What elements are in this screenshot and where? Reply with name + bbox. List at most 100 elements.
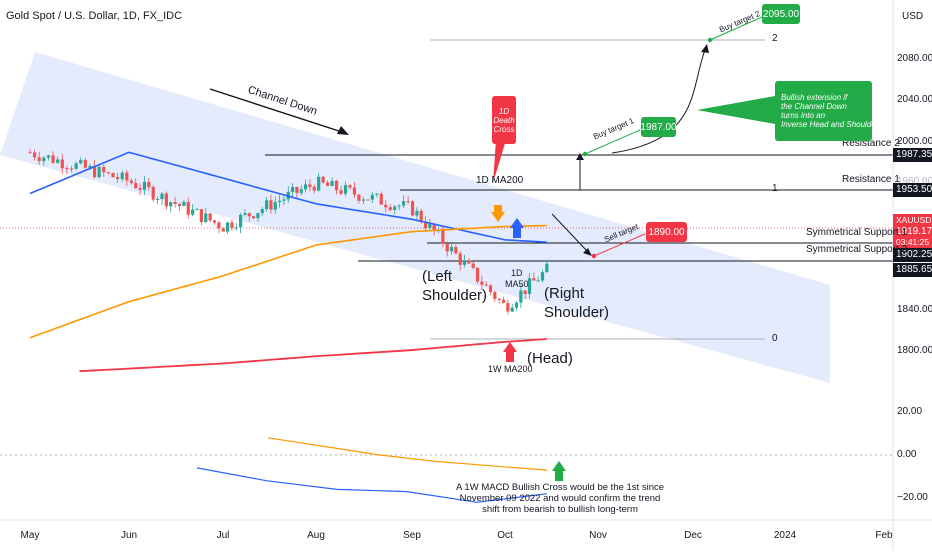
candle-body: [208, 213, 212, 221]
x-tick: Feb: [875, 530, 893, 541]
candle-body: [488, 285, 493, 293]
sell-target-line: [593, 233, 646, 257]
ma200-arrow-icon: [491, 205, 505, 222]
candle-body: [527, 278, 532, 294]
candle-body: [458, 253, 462, 265]
y-tick: 2080.00: [897, 53, 932, 64]
y-tick: 2000.00: [897, 136, 932, 147]
candle-body: [156, 199, 160, 201]
bullish-extension-line-1: Bullish extension if: [781, 93, 848, 102]
candle-body: [142, 181, 147, 190]
last-price-tag: XAUUSD 1919.17 03:41:25: [893, 214, 932, 248]
candle-body: [173, 202, 177, 205]
candle-body: [532, 278, 536, 281]
candle-body: [501, 299, 506, 303]
candle-body: [471, 263, 475, 268]
ma200-1w-label: 1W MA200: [488, 364, 533, 374]
candle-body: [493, 292, 497, 299]
candle-body: [282, 199, 286, 201]
candle-body: [147, 181, 151, 188]
x-tick: Sep: [403, 530, 421, 541]
candle-body: [116, 177, 120, 180]
chart-title: Gold Spot / U.S. Dollar, 1D, FX_IDC: [6, 10, 183, 22]
left-shoulder-label: (Left Shoulder): [422, 267, 487, 305]
fib-level-0-label: 0: [772, 333, 778, 344]
candle-body: [514, 302, 519, 308]
ma200-weekly-arrow-icon: [503, 342, 517, 362]
death-cross-pointer: [493, 140, 506, 183]
candle-body: [379, 193, 383, 205]
candle-body: [393, 206, 397, 210]
candle-body: [303, 184, 308, 190]
head-label: (Head): [527, 350, 573, 367]
candle-body: [160, 193, 164, 200]
buy-target-1-box[interactable]: 1987.00: [640, 117, 677, 137]
death-cross-callout[interactable]: 1D Death Cross: [492, 96, 516, 144]
candle-body: [334, 180, 339, 191]
candle-body: [134, 182, 138, 189]
macd-y-tick: 20.00: [897, 406, 923, 417]
candle-body: [247, 213, 251, 217]
candle-body: [510, 307, 514, 312]
resistance-1-price-tag: 1953.50: [893, 183, 932, 197]
candle-body: [277, 200, 282, 203]
candle-body: [480, 281, 484, 285]
ma50-arrow-icon: [510, 218, 524, 238]
bullish-extension-line-2: the Channel Down: [781, 102, 847, 111]
candle-body: [269, 200, 273, 210]
buy-target-2-box[interactable]: 2095.00: [762, 4, 800, 24]
last-price-value: 1919.17: [896, 226, 932, 237]
fib-level-2-label: 2: [772, 33, 778, 44]
candle-body: [260, 209, 264, 214]
x-tick: Nov: [589, 530, 607, 541]
x-tick: 2024: [773, 530, 797, 541]
candle-body: [308, 184, 312, 187]
candle-body: [326, 182, 330, 186]
ma200-1d-label: 1D MA200: [476, 175, 524, 186]
bullish-extension-line-3: turns into an: [781, 111, 826, 120]
candle-body: [60, 159, 64, 169]
bullish-extension-callout[interactable]: Bullish extension if the Channel Down tu…: [775, 81, 882, 141]
y-tick: 1840.00: [897, 304, 932, 315]
candle-body: [462, 260, 467, 265]
x-tick: Dec: [684, 530, 702, 541]
sell-target-box[interactable]: 1890.00: [646, 222, 687, 242]
candle-body: [540, 272, 545, 281]
macd-arrow-icon: [552, 461, 566, 481]
currency-label: USD: [902, 11, 924, 22]
candle-body: [217, 222, 221, 229]
candle-body: [138, 188, 142, 190]
ma50-line: [29, 151, 547, 243]
support-2-label: Symmetrical Support 2: [806, 244, 908, 255]
resistance-2-price-tag: 1987.35: [893, 148, 932, 162]
candle-body: [230, 222, 234, 228]
candle-body: [106, 172, 110, 174]
candle-body: [256, 213, 260, 219]
candle-body: [239, 214, 243, 228]
channel-down-arrow: [209, 88, 346, 134]
projection-arrowhead-down: [583, 248, 592, 256]
resistance-2-label: Resistance 2: [842, 138, 900, 149]
candle-body: [169, 202, 173, 207]
candle-body: [273, 202, 277, 210]
candle-body: [151, 187, 155, 200]
candle-body: [519, 290, 523, 303]
candle-body: [234, 227, 238, 229]
candle-body: [536, 280, 540, 282]
candle-body: [406, 201, 410, 203]
candle-body: [506, 302, 510, 312]
candle-body: [312, 186, 316, 191]
candle-body: [191, 209, 195, 215]
death-cross-line-1: 1D: [498, 106, 510, 116]
candle-body: [352, 187, 357, 195]
candle-body: [388, 207, 392, 210]
candle-body: [264, 200, 269, 210]
candle-body: [88, 165, 92, 168]
candle-body: [226, 222, 230, 232]
candle-body: [361, 199, 365, 201]
candle-body: [111, 172, 115, 178]
countdown-value: 03:41:25: [896, 237, 930, 247]
right-shoulder-line-2: Shoulder): [544, 304, 610, 321]
resistance-1-label: Resistance 1: [842, 174, 900, 185]
